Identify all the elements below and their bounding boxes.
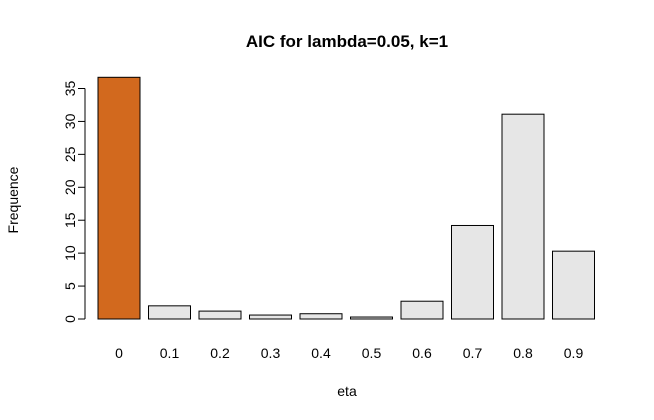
y-tick-label: 25 <box>62 146 78 162</box>
x-tick-label: 0.5 <box>362 345 382 361</box>
x-tick-label: 0.6 <box>412 345 432 361</box>
x-tick-label: 0.8 <box>513 345 533 361</box>
x-tick-label: 0.4 <box>311 345 331 361</box>
y-tick-label: 15 <box>62 212 78 228</box>
x-tick-label: 0.9 <box>564 345 584 361</box>
x-tick-label: 0.1 <box>160 345 180 361</box>
x-tick-label: 0.7 <box>463 345 483 361</box>
bar-0.2 <box>198 310 242 320</box>
y-tick-label: 30 <box>62 113 78 129</box>
y-tick-label: 10 <box>62 245 78 261</box>
bar-0.1 <box>148 305 191 320</box>
bars <box>97 76 595 320</box>
bar-0.7 <box>451 224 494 320</box>
x-tick-label: 0 <box>115 345 123 361</box>
x-tick-label: 0.2 <box>210 345 230 361</box>
x-tick-label: 0.3 <box>261 345 281 361</box>
chart-title: AIC for lambda=0.05, k=1 <box>246 32 448 51</box>
y-tick-label: 0 <box>62 315 78 323</box>
bar-0.8 <box>501 113 545 320</box>
bar-0.6 <box>400 300 444 320</box>
bar-0.4 <box>299 313 343 320</box>
y-tick-label: 5 <box>62 282 78 290</box>
bar-0.5 <box>350 316 393 320</box>
x-tick-labels: 0 0.1 0.2 0.3 0.4 0.5 0.6 0.7 0.8 0.9 <box>115 345 583 361</box>
x-axis-label: eta <box>337 383 357 399</box>
bar-0 <box>97 76 141 320</box>
y-axis: 0 5 10 15 20 25 30 35 <box>62 81 86 323</box>
bar-0.3 <box>249 314 292 320</box>
y-tick-label: 35 <box>62 81 78 97</box>
y-axis-label: Frequence <box>5 166 21 233</box>
bar-0.9 <box>552 250 595 320</box>
y-tick-label: 20 <box>62 179 78 195</box>
